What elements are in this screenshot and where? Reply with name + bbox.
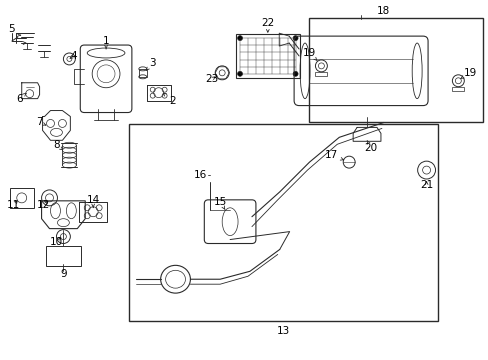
- Text: 19: 19: [460, 68, 476, 78]
- Text: 13: 13: [277, 326, 290, 336]
- Text: 22: 22: [261, 18, 274, 32]
- Bar: [315, 72, 326, 76]
- Text: 20: 20: [364, 140, 377, 153]
- Text: 23: 23: [205, 74, 219, 84]
- Circle shape: [237, 36, 242, 41]
- Bar: [139, 69, 146, 77]
- Text: 5: 5: [8, 24, 15, 34]
- Text: 19: 19: [302, 48, 317, 61]
- Text: 1: 1: [102, 36, 109, 49]
- Text: 14: 14: [86, 195, 100, 208]
- Text: 9: 9: [60, 269, 66, 279]
- Circle shape: [292, 36, 298, 41]
- Bar: [129, 125, 438, 321]
- Bar: [236, 34, 299, 78]
- Text: 21: 21: [419, 180, 432, 190]
- Text: 3: 3: [146, 58, 156, 70]
- Text: 2: 2: [163, 93, 176, 105]
- Circle shape: [237, 71, 242, 76]
- Text: 18: 18: [377, 6, 390, 16]
- Bar: [451, 87, 463, 91]
- Text: 17: 17: [324, 150, 343, 160]
- Text: 10: 10: [50, 237, 63, 247]
- Bar: [309, 18, 482, 122]
- Text: 12: 12: [37, 200, 50, 210]
- Bar: [45, 247, 81, 266]
- Text: 11: 11: [7, 200, 20, 210]
- Text: 15: 15: [213, 197, 226, 210]
- Text: 8: 8: [53, 140, 62, 150]
- Circle shape: [292, 71, 298, 76]
- Text: 7: 7: [36, 117, 46, 127]
- Text: 6: 6: [17, 93, 26, 104]
- Text: 16: 16: [193, 170, 206, 180]
- Text: 4: 4: [70, 51, 77, 61]
- Bar: [10, 188, 34, 208]
